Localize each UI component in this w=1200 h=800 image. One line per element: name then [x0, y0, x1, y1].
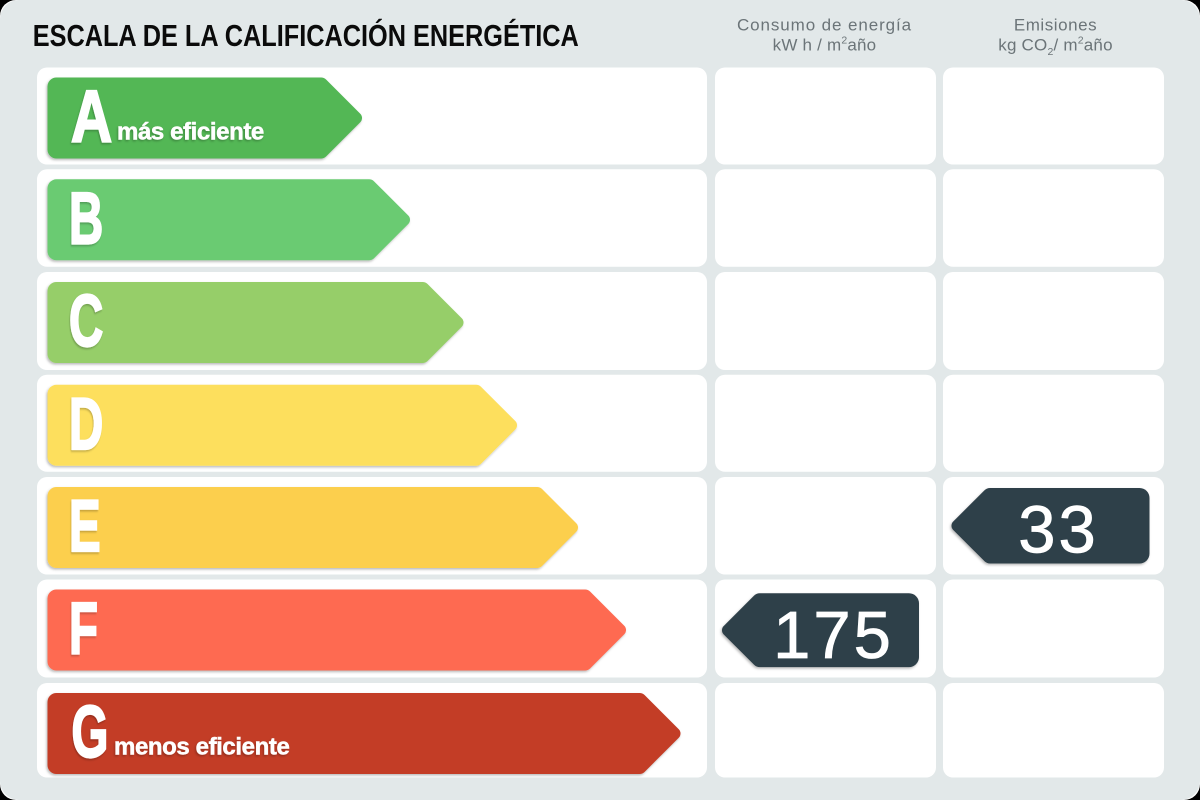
svg-text:175: 175: [773, 598, 894, 673]
svg-text:menos eficiente: menos eficiente: [114, 733, 289, 760]
svg-text:E: E: [69, 486, 101, 568]
svg-text:D: D: [69, 384, 103, 466]
svg-text:B: B: [69, 178, 103, 260]
svg-text:C: C: [69, 281, 103, 363]
svg-text:33: 33: [1018, 493, 1099, 568]
svg-text:kg CO2/ m2año: kg CO2/ m2año: [998, 35, 1112, 59]
svg-text:ESCALA DE LA CALIFICACIÓN ENER: ESCALA DE LA CALIFICACIÓN ENERGÉTICA: [33, 19, 579, 53]
svg-text:A: A: [71, 76, 112, 157]
svg-text:Emisiones: Emisiones: [1014, 15, 1097, 34]
svg-text:más eficiente: más eficiente: [117, 118, 264, 145]
svg-text:G: G: [72, 692, 109, 774]
svg-text:kW h / m2año: kW h / m2año: [773, 35, 877, 55]
svg-text:Consumo de energía: Consumo de energía: [737, 15, 912, 34]
svg-text:F: F: [69, 588, 98, 670]
